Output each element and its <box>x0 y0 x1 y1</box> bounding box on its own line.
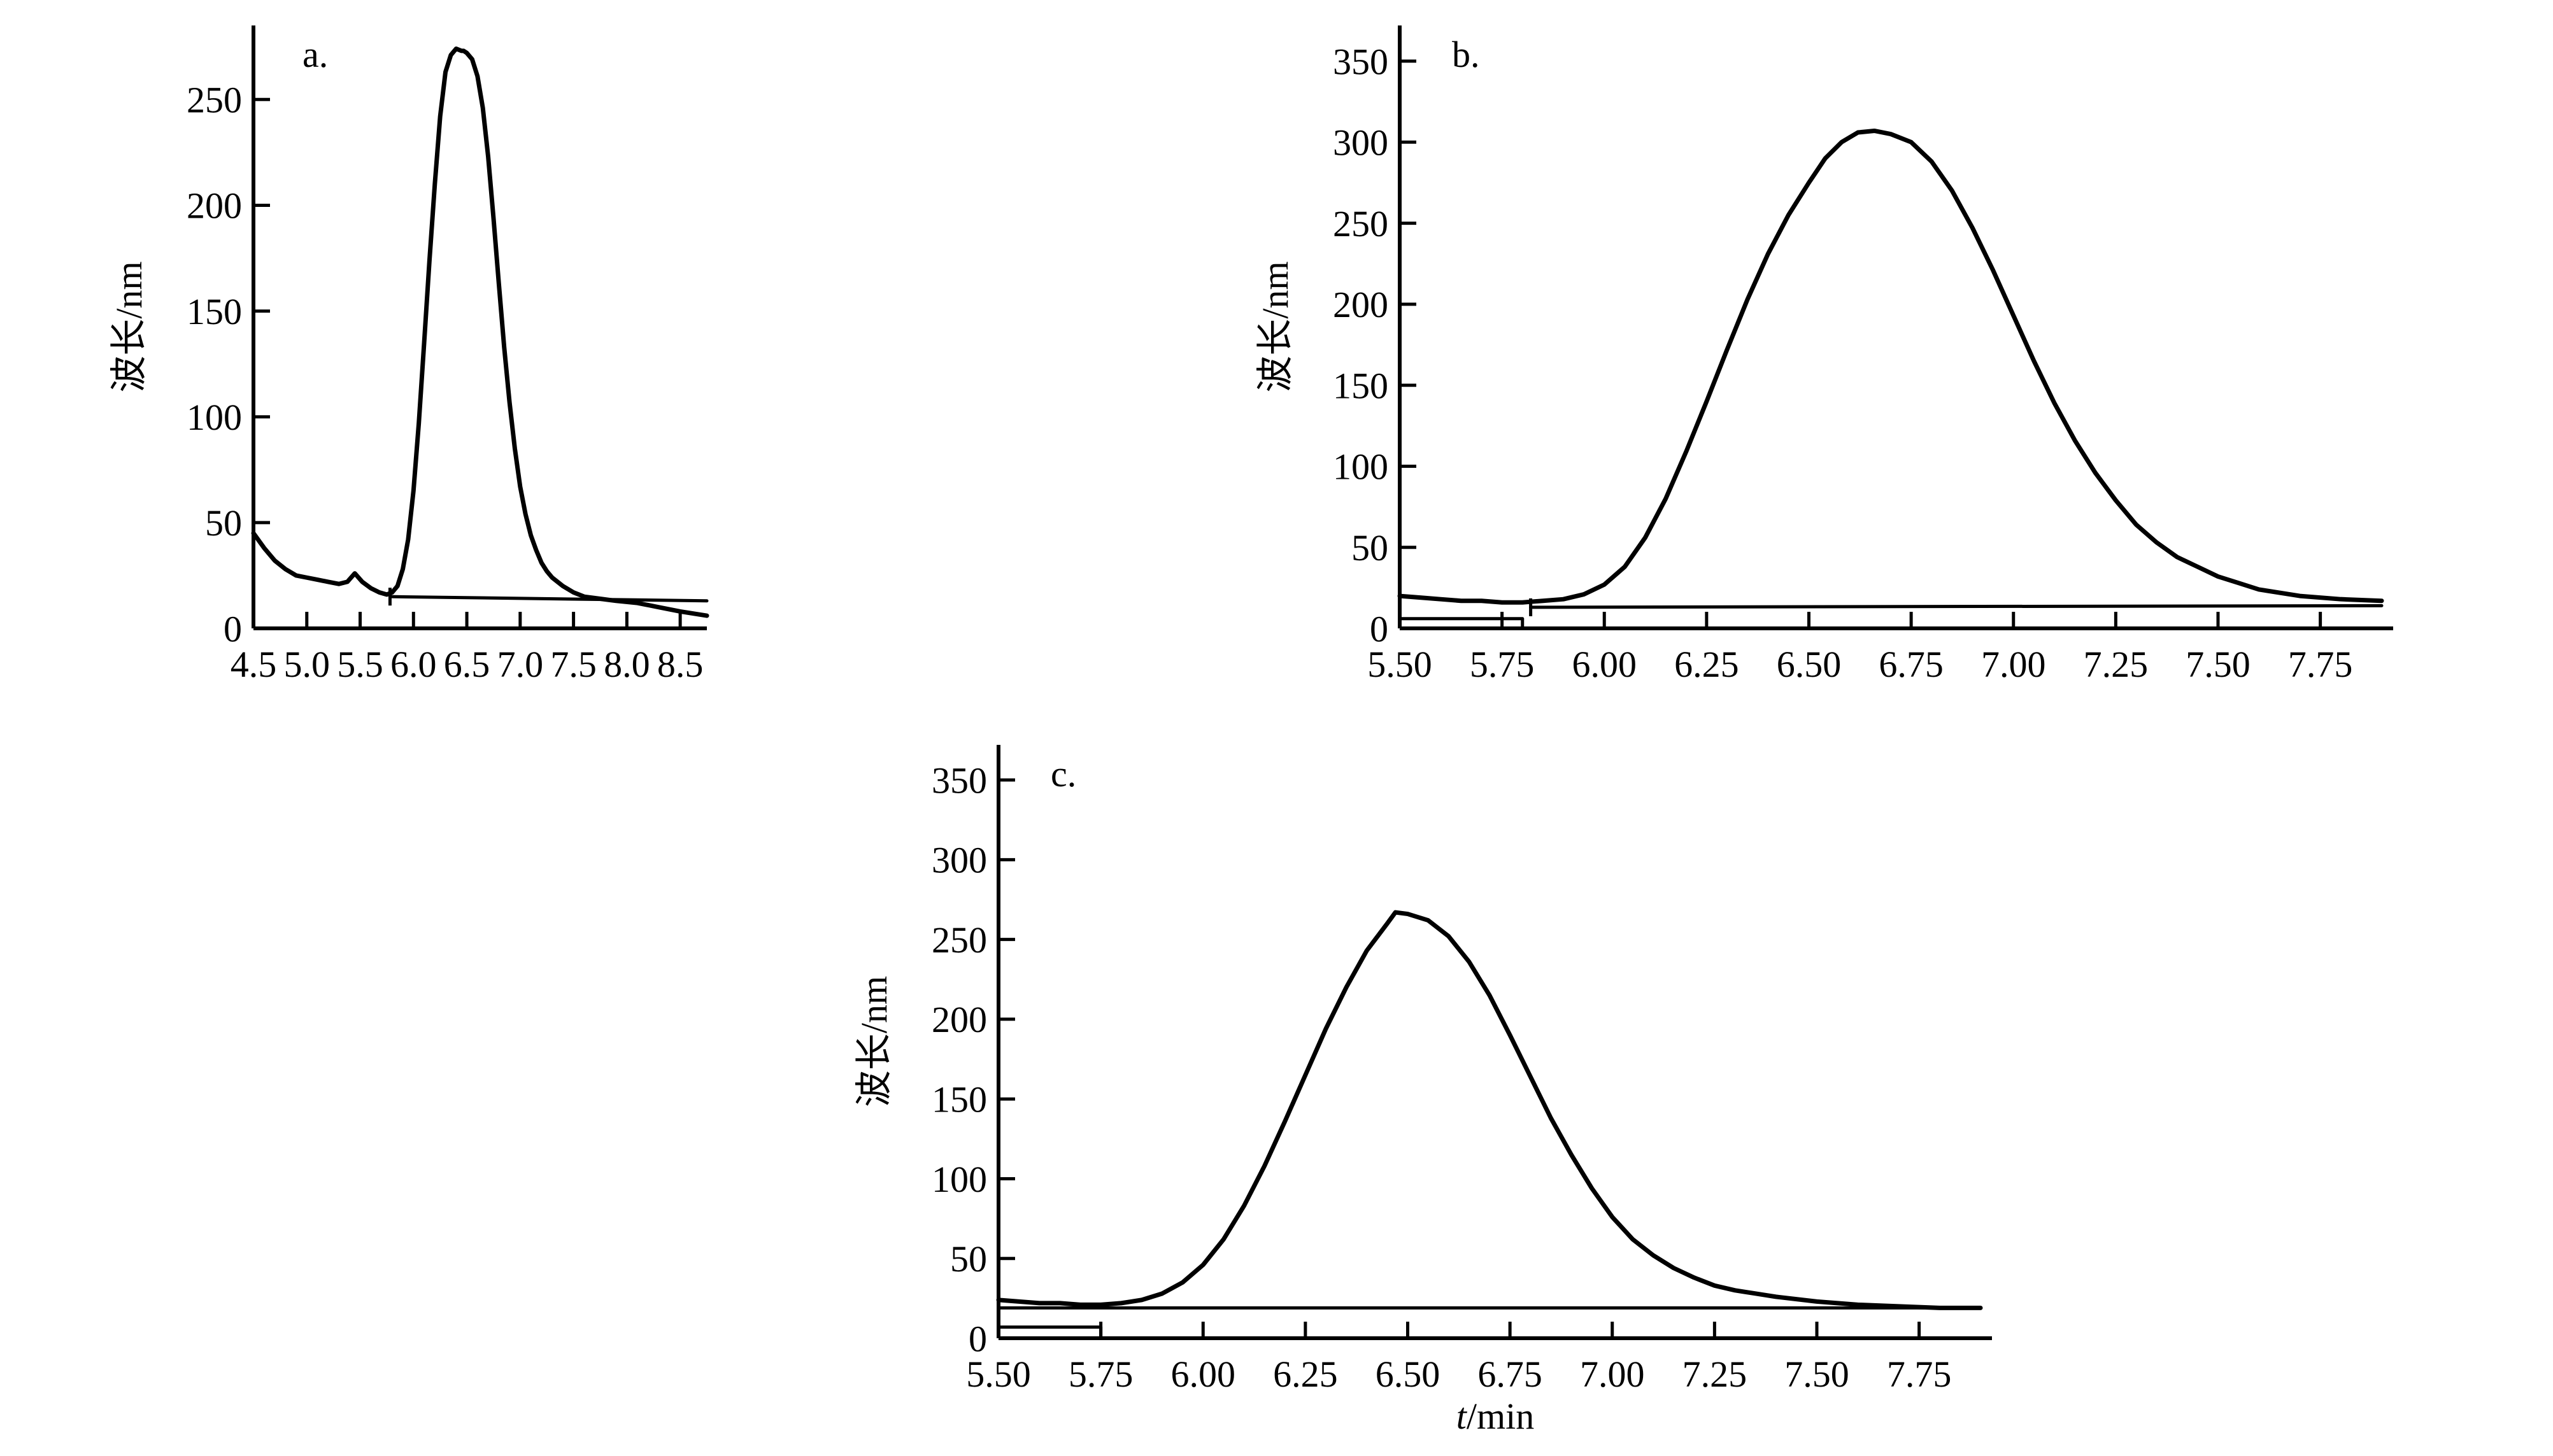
y-axis-title: 波长/nm <box>108 261 150 392</box>
x-tick-label: 6.5 <box>444 644 490 685</box>
panel-letter: a. <box>302 34 328 75</box>
x-tick-label: 7.0 <box>497 644 544 685</box>
y-tick-label: 100 <box>1333 446 1388 488</box>
x-tick-label: 7.50 <box>2186 644 2251 685</box>
x-tick-label: 5.0 <box>284 644 331 685</box>
x-tick-label: 6.75 <box>1477 1354 1542 1395</box>
y-axis-title: 波长/nm <box>853 976 895 1107</box>
x-tick-label: 7.25 <box>1682 1354 1747 1395</box>
x-tick-label: 5.50 <box>966 1354 1031 1395</box>
x-tick-label: 8.0 <box>604 644 650 685</box>
series-integration-baseline <box>388 595 709 603</box>
x-tick-label: 6.25 <box>1273 1354 1338 1395</box>
x-tick-label: 4.5 <box>231 644 277 685</box>
y-tick-label: 200 <box>187 185 242 227</box>
x-tick-label: 6.0 <box>390 644 437 685</box>
series-signal <box>996 910 1983 1310</box>
y-tick-label: 250 <box>1333 203 1388 244</box>
plot-area-panel-b: 0 50 100 150 200 250 300 350 5.50 5.75 6.00 6.25 6.5… <box>1255 25 2393 688</box>
y-tick-label: 0 <box>224 608 242 649</box>
x-tick-label: 6.50 <box>1777 644 1842 685</box>
x-tick-label: 7.00 <box>1580 1354 1645 1395</box>
x-tick-label: 5.50 <box>1367 644 1432 685</box>
x-tick-label: 7.50 <box>1784 1354 1849 1395</box>
x-axis-title: t/min <box>1456 1396 1534 1437</box>
x-tick-label: 6.00 <box>1171 1354 1236 1395</box>
x-tick-label: 6.75 <box>1879 644 1944 685</box>
x-tick-label: 7.75 <box>1887 1354 1952 1395</box>
panel-letter: c. <box>1051 753 1076 795</box>
x-tick-label: 6.50 <box>1376 1354 1440 1395</box>
y-tick-label: 50 <box>950 1238 987 1280</box>
y-tick-label: 150 <box>932 1078 987 1120</box>
series-signal <box>251 46 709 618</box>
y-tick-label: 0 <box>969 1318 987 1359</box>
x-tick-label: 7.75 <box>2288 644 2353 685</box>
x-tick-label: 7.25 <box>2084 644 2149 685</box>
x-tick-label: 6.00 <box>1572 644 1637 685</box>
x-tick-label: 5.5 <box>337 644 383 685</box>
plot-area-panel-c: 0 50 100 150 200 250 300 350 5.50 5.75 6.00 6.25 6.5… <box>853 745 1992 1437</box>
y-tick-label: 0 <box>1370 608 1388 649</box>
chart-panel-c: 0 50 100 150 200 250 300 350 5.50 5.75 6.00 6.25 6.5… <box>841 719 2051 1445</box>
x-axis-title: t/min <box>441 686 519 688</box>
x-tick-label: 7.5 <box>550 644 597 685</box>
y-tick-label: 300 <box>932 840 987 881</box>
y-tick-label: 350 <box>1333 41 1388 82</box>
series-integration-baseline <box>1529 604 2384 609</box>
y-axis-title: 波长/nm <box>1255 261 1296 392</box>
y-tick-label: 250 <box>932 919 987 961</box>
y-tick-label: 350 <box>932 760 987 801</box>
x-tick-label: 5.75 <box>1069 1354 1134 1395</box>
series-signal <box>1397 128 2384 605</box>
y-tick-label: 150 <box>1333 365 1388 406</box>
x-axis-title: t/min <box>1858 686 1935 688</box>
x-tick-label: 5.75 <box>1470 644 1535 685</box>
chart-panel-a: 0 50 100 150 200 250 4.5 5.0 5.5 6.0 6.5 7.0 7.5 8.0 8… <box>96 6 732 688</box>
panel-letter: b. <box>1452 34 1480 75</box>
y-tick-label: 250 <box>187 80 242 121</box>
y-tick-label: 150 <box>187 291 242 332</box>
y-tick-label: 50 <box>1351 527 1388 569</box>
plot-area-panel-a: 0 50 100 150 200 250 4.5 5.0 5.5 6.0 6.5 7.0 7.5 8.0 8… <box>108 25 709 688</box>
y-tick-label: 200 <box>1333 284 1388 325</box>
y-tick-label: 200 <box>932 999 987 1040</box>
x-tick-label: 8.5 <box>657 644 704 685</box>
y-tick-label: 50 <box>205 502 242 544</box>
chart-panel-b: 0 50 100 150 200 250 300 350 5.50 5.75 6.00 6.25 6.5… <box>1242 6 2452 688</box>
x-tick-label: 6.25 <box>1674 644 1739 685</box>
x-tick-label: 7.00 <box>1981 644 2046 685</box>
y-tick-label: 300 <box>1333 122 1388 164</box>
y-tick-label: 100 <box>932 1159 987 1200</box>
y-tick-label: 100 <box>187 397 242 438</box>
